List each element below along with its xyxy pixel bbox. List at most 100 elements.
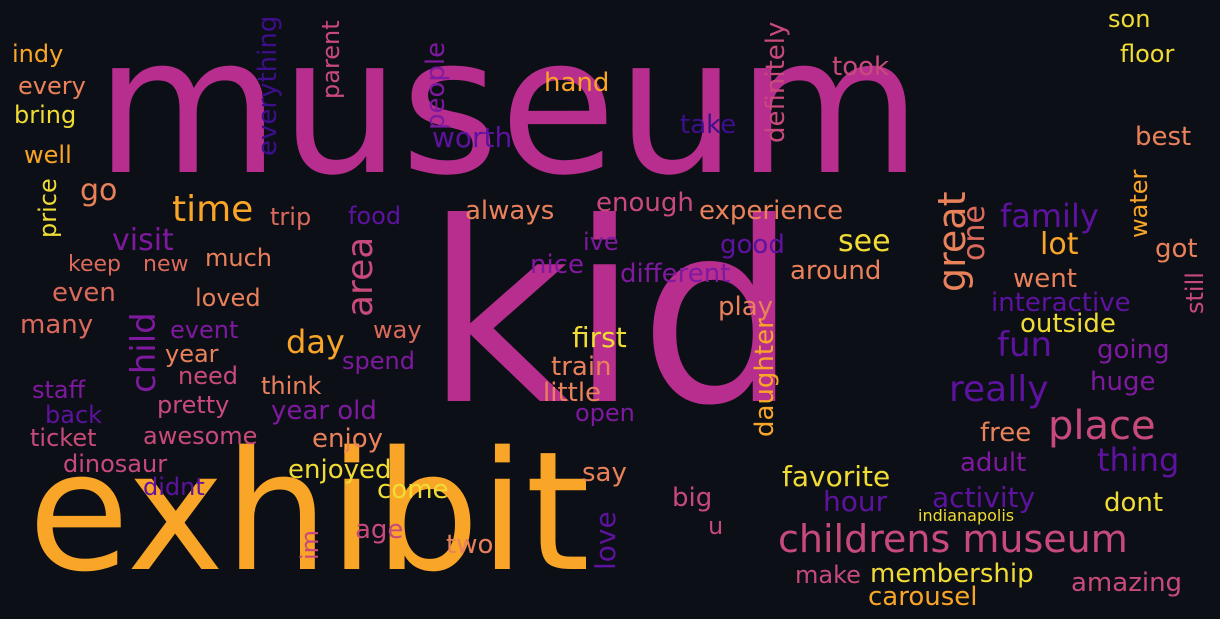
word-exhibit: exhibit: [28, 416, 590, 608]
word-floor: floor: [1120, 40, 1175, 68]
word-every: every: [18, 72, 86, 100]
word-family: family: [1000, 197, 1099, 235]
word-thing: thing: [1097, 441, 1180, 479]
word-many: many: [20, 310, 94, 340]
word-think: think: [261, 372, 322, 400]
word-area: area: [340, 236, 381, 317]
word-need: need: [178, 362, 238, 390]
word-make: make: [795, 561, 861, 589]
word-trip: trip: [270, 203, 312, 231]
word-loved: loved: [195, 284, 261, 312]
word-bring: bring: [14, 101, 77, 129]
word-went: went: [1013, 264, 1077, 294]
word-adult: adult: [960, 448, 1027, 478]
word-come: come: [377, 475, 449, 505]
word-good: good: [720, 230, 785, 260]
word-outside: outside: [1020, 309, 1116, 339]
word-didnt: didnt: [143, 473, 205, 501]
word-around: around: [790, 256, 882, 286]
word-got: got: [1155, 234, 1198, 264]
word-two: two: [446, 530, 494, 560]
word-enjoyed: enjoyed: [288, 455, 392, 485]
word-son: son: [1108, 5, 1151, 33]
word-child: child: [124, 312, 164, 393]
word-say: say: [582, 458, 627, 488]
word-take: take: [680, 110, 737, 140]
word-indy: indy: [12, 40, 64, 68]
word-nice: nice: [530, 250, 584, 280]
word-free: free: [980, 418, 1032, 448]
word-indianapolis: indianapolis: [918, 506, 1015, 525]
word-little: little: [543, 378, 602, 408]
word-everything: everything: [253, 15, 283, 156]
word-different: different: [620, 259, 731, 289]
word-worth: worth: [432, 121, 513, 154]
word-took: took: [832, 52, 890, 82]
word-year-old: year old: [271, 396, 377, 426]
word-food: food: [348, 202, 402, 230]
word-enjoy: enjoy: [312, 424, 383, 454]
word-time: time: [172, 189, 254, 230]
word-carousel: carousel: [868, 582, 978, 612]
word-lot: lot: [1040, 227, 1079, 262]
word-definitely: definitely: [761, 21, 791, 143]
word-dinosaur: dinosaur: [63, 450, 168, 478]
word-year: year: [165, 340, 219, 368]
word-awesome: awesome: [143, 422, 258, 450]
word-water: water: [1125, 169, 1153, 238]
word-really: really: [949, 369, 1049, 410]
word-always: always: [465, 196, 555, 226]
word-going: going: [1097, 335, 1170, 365]
word-event: event: [170, 316, 239, 344]
word-place: place: [1048, 403, 1156, 449]
word-price: price: [34, 178, 62, 238]
word-daughter: daughter: [750, 318, 780, 437]
word-way: way: [373, 316, 422, 344]
word-dont: dont: [1104, 488, 1164, 518]
word-one: one: [957, 205, 992, 261]
word-age: age: [355, 515, 404, 545]
word-go: go: [80, 173, 118, 208]
word-u: u: [708, 512, 724, 540]
word-keep: keep: [68, 252, 121, 277]
word-back: back: [45, 401, 103, 429]
word-amazing: amazing: [1071, 568, 1183, 598]
word-new: new: [143, 252, 189, 277]
word-interactive: interactive: [991, 288, 1131, 318]
word-ive: ive: [583, 228, 619, 256]
word-museum: museum: [95, 0, 922, 217]
word-train: train: [551, 352, 612, 382]
word-hour: hour: [823, 485, 888, 518]
word-activity: activity: [932, 481, 1036, 514]
word-people: people: [421, 41, 451, 130]
word-even: even: [52, 278, 116, 308]
word-membership: membership: [870, 559, 1034, 589]
word-fun: fun: [997, 325, 1053, 365]
word-best: best: [1135, 122, 1192, 152]
word-enough: enough: [596, 188, 694, 218]
word-staff: staff: [32, 376, 86, 404]
word-well: well: [24, 141, 72, 169]
word-love: love: [589, 511, 622, 570]
word-visit: visit: [112, 223, 174, 258]
word-ticket: ticket: [30, 424, 97, 452]
word-huge: huge: [1090, 367, 1156, 397]
word-day: day: [286, 323, 345, 361]
word-first: first: [572, 321, 627, 354]
word-open: open: [575, 399, 635, 427]
word-favorite: favorite: [782, 460, 891, 493]
word-big: big: [672, 483, 713, 513]
word-much: much: [205, 244, 272, 272]
word-parent: parent: [317, 20, 345, 99]
word-play: play: [718, 292, 774, 322]
word-hand: hand: [544, 68, 610, 98]
word-spend: spend: [342, 347, 415, 375]
word-im: im: [296, 529, 324, 560]
word-childrens-museum: childrens museum: [778, 517, 1128, 561]
word-see: see: [838, 224, 891, 259]
word-experience: experience: [699, 196, 844, 226]
word-kid: kid: [425, 169, 798, 460]
word-still: still: [1181, 272, 1209, 314]
word-pretty: pretty: [157, 391, 230, 419]
